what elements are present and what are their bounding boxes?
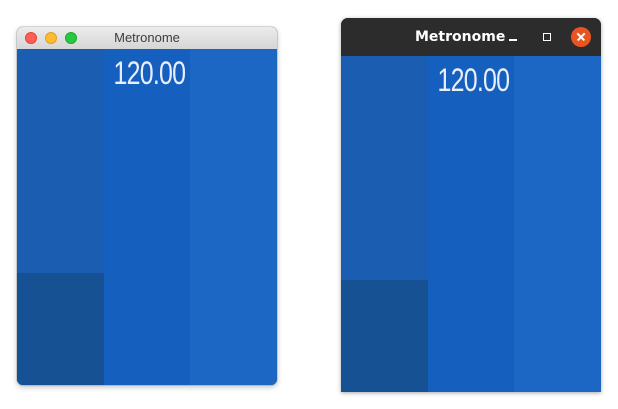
ubuntu-metronome-window: Metronome 120.00 [341,18,601,392]
bpm-display: 120.00 [437,62,510,98]
mac-minimize-button[interactable] [45,32,57,44]
ubuntu-close-button[interactable] [571,27,591,47]
bpm-display: 120.00 [113,55,186,91]
beat-panel-middle[interactable] [427,56,515,392]
beat-panel-right[interactable] [190,49,277,385]
mac-metronome-content: 120.00 [17,49,277,385]
ubuntu-metronome-content: 120.00 [341,56,601,392]
mac-titlebar[interactable]: Metronome [17,27,277,50]
ubuntu-maximize-button[interactable] [538,28,556,46]
beat-panel-right[interactable] [514,56,601,392]
mac-window-title: Metronome [114,30,180,45]
ubuntu-titlebar[interactable]: Metronome [341,18,601,56]
mac-close-button[interactable] [25,32,37,44]
beat-panel-left[interactable] [17,49,104,385]
ubuntu-minimize-button[interactable] [504,28,522,46]
beat-panel-middle[interactable] [103,49,191,385]
beat-panel-left[interactable] [341,56,428,392]
beat-panel-left-active[interactable] [341,280,428,392]
mac-metronome-window: Metronome 120.00 [17,27,277,385]
mac-zoom-button[interactable] [65,32,77,44]
ubuntu-window-title: Metronome [415,29,506,45]
beat-panel-left-active[interactable] [17,273,104,385]
